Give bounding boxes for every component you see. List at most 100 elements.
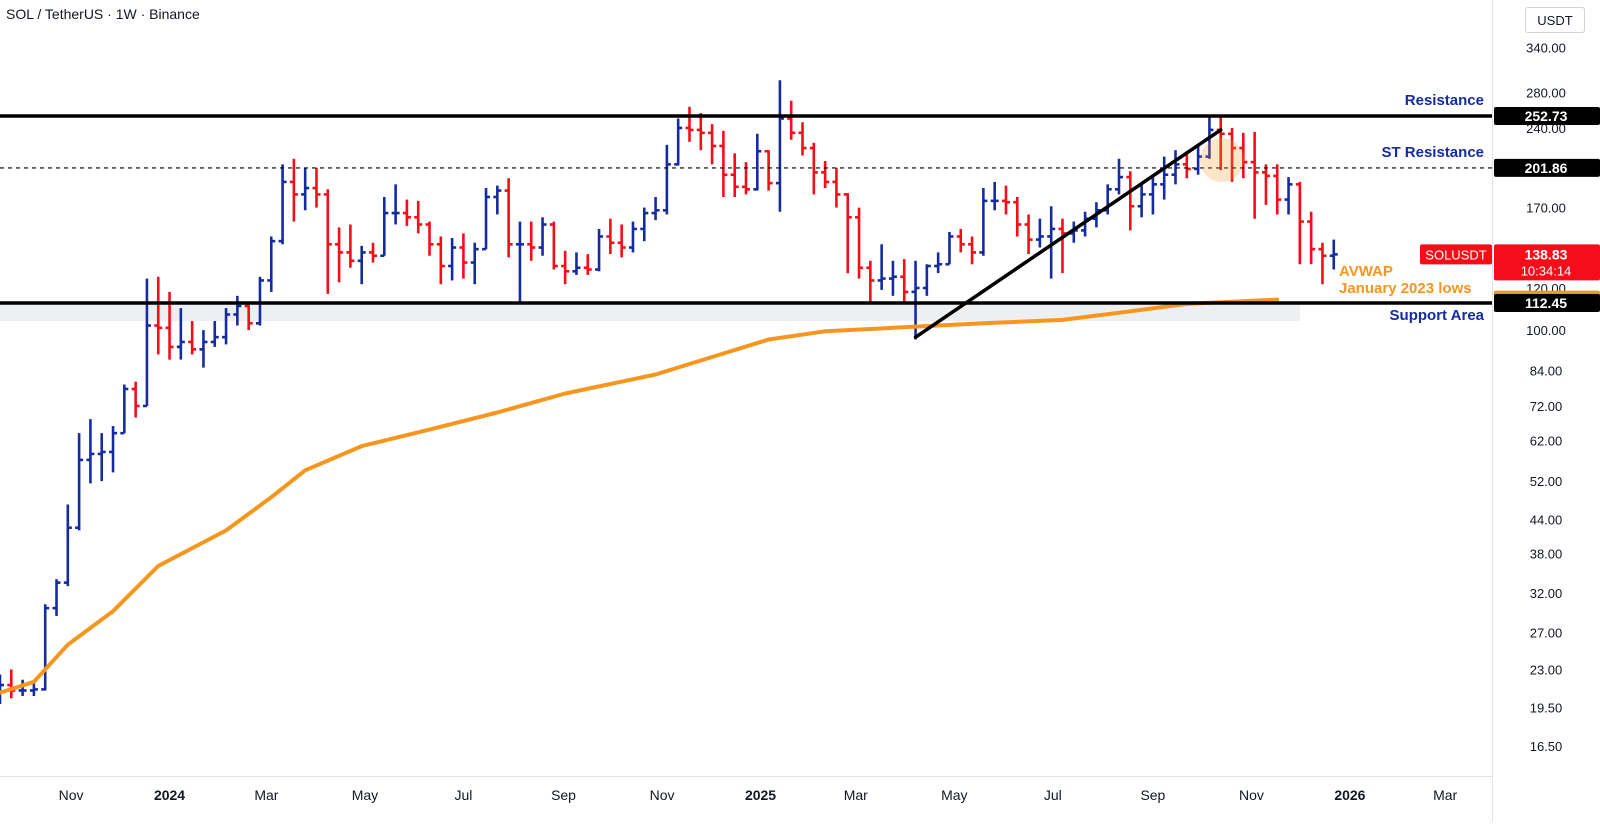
ohlc-bar <box>1058 218 1067 274</box>
ohlc-bar <box>821 160 830 189</box>
ohlc-bar <box>346 224 355 268</box>
support-price-tag: 112.45 <box>1525 295 1567 311</box>
price-tick-label: 16.50 <box>1530 739 1563 754</box>
bar-countdown-label: 10:34:14 <box>1521 263 1572 278</box>
ohlc-bar <box>1318 242 1327 285</box>
ohlc-bar <box>922 264 931 296</box>
ohlc-bar <box>595 228 604 272</box>
ohlc-bar <box>154 276 163 355</box>
ohlc-bar <box>380 196 389 258</box>
ohlc-bar <box>945 231 954 266</box>
ohlc-bar <box>979 188 988 256</box>
ohlc-bar <box>1171 150 1180 185</box>
price-tick-label: 38.00 <box>1530 547 1563 562</box>
price-tick-label: 19.50 <box>1530 701 1563 716</box>
ohlc-bar <box>1295 181 1304 265</box>
ohlc-bar <box>696 113 705 151</box>
ohlc-bar <box>1137 184 1146 218</box>
ohlc-bar <box>1182 152 1191 179</box>
annotation-avwap: AVWAP <box>1339 263 1393 280</box>
support-price-tag-bg <box>1494 294 1600 313</box>
ohlc-bar <box>775 80 784 212</box>
st-resistance-price-tag: 201.86 <box>1525 160 1568 176</box>
ohlc-bar <box>832 167 841 208</box>
ohlc-bar <box>52 579 61 616</box>
ohlc-bar <box>18 679 27 697</box>
ohlc-bar <box>888 260 897 296</box>
last-price-label: 138.83 <box>1525 246 1568 262</box>
ohlc-bar <box>527 221 536 261</box>
ohlc-bar <box>233 295 242 326</box>
ohlc-bar <box>222 308 231 345</box>
ohlc-bar <box>1228 127 1237 182</box>
ohlc-bar <box>674 118 683 166</box>
time-tick-label: Nov <box>1239 787 1264 803</box>
symbol-tag-bg <box>1420 244 1492 265</box>
ohlc-bar <box>255 276 264 326</box>
time-tick-label: 2025 <box>745 787 776 803</box>
ohlc-bar <box>459 233 468 279</box>
ohlc-bar <box>470 242 479 285</box>
ohlc-bar <box>843 193 852 274</box>
ohlc-bar <box>109 426 118 473</box>
ohlc-bar <box>572 252 581 275</box>
annotation-resistance: Resistance <box>1405 92 1484 109</box>
avwap-line <box>0 297 1280 695</box>
ohlc-bar <box>1035 218 1044 248</box>
ohlc-bar <box>1307 211 1316 265</box>
ohlc-bar <box>877 244 886 290</box>
ohlc-bar <box>934 252 943 274</box>
ohlc-bar <box>606 218 615 255</box>
ohlc-bar <box>436 236 445 285</box>
currency-unit-button[interactable]: USDT <box>1525 7 1585 33</box>
time-tick-label: 2024 <box>154 787 185 803</box>
ohlc-bar <box>1273 164 1282 215</box>
ohlc-bar <box>968 236 977 265</box>
price-tick-label: 280.00 <box>1526 85 1566 100</box>
time-tick-label: Mar <box>1433 787 1457 803</box>
symbol-tag-label: SOLUSDT <box>1425 247 1486 262</box>
ohlc-bar <box>448 238 457 281</box>
time-tick-label: Jul <box>1044 787 1062 803</box>
time-tick-label: Nov <box>650 787 675 803</box>
ohlc-bar <box>176 308 185 360</box>
price-tick-label: 340.00 <box>1526 41 1566 56</box>
annotation-support-area: Support Area <box>1390 307 1485 324</box>
ohlc-bar <box>809 142 818 195</box>
ohlc-bar <box>549 221 558 270</box>
ohlc-bar <box>855 207 864 279</box>
ohlc-bar <box>120 384 129 435</box>
ohlc-bar <box>86 419 95 484</box>
ohlc-bar <box>651 196 660 221</box>
ohlc-bar <box>1115 158 1123 195</box>
ohlc-bar <box>335 227 344 283</box>
ohlc-bar <box>1001 185 1010 215</box>
ohlc-bar <box>1047 206 1056 279</box>
ohlc-bar <box>1148 174 1157 215</box>
ohlc-bar <box>29 681 38 697</box>
ohlc-bar <box>63 504 72 587</box>
ohlc-bar <box>1239 132 1248 179</box>
ohlc-bar <box>267 236 276 292</box>
price-tick-label: 170.00 <box>1526 201 1566 216</box>
ohlc-bar <box>41 604 50 691</box>
ohlc-bar <box>1261 164 1270 205</box>
ohlc-bar <box>1126 171 1135 231</box>
last-price-tag-bg <box>1494 244 1600 281</box>
ohlc-bar <box>142 278 151 408</box>
time-tick-label: Nov <box>59 787 84 803</box>
ohlc-bar <box>199 330 208 368</box>
time-tick-label: Mar <box>254 787 278 803</box>
ohlc-bar <box>685 106 694 142</box>
price-tick-label: 84.00 <box>1530 363 1563 378</box>
ohlc-bar <box>312 167 321 208</box>
resistance-price-tag: 252.73 <box>1525 108 1568 124</box>
price-tick-label: 44.00 <box>1530 513 1563 528</box>
breakdown-highlight <box>1200 138 1244 182</box>
trendline <box>913 128 1223 339</box>
price-tick-label: 100.00 <box>1526 323 1566 338</box>
price-tick-label: 72.00 <box>1530 399 1563 414</box>
ohlc-bar <box>538 217 547 256</box>
